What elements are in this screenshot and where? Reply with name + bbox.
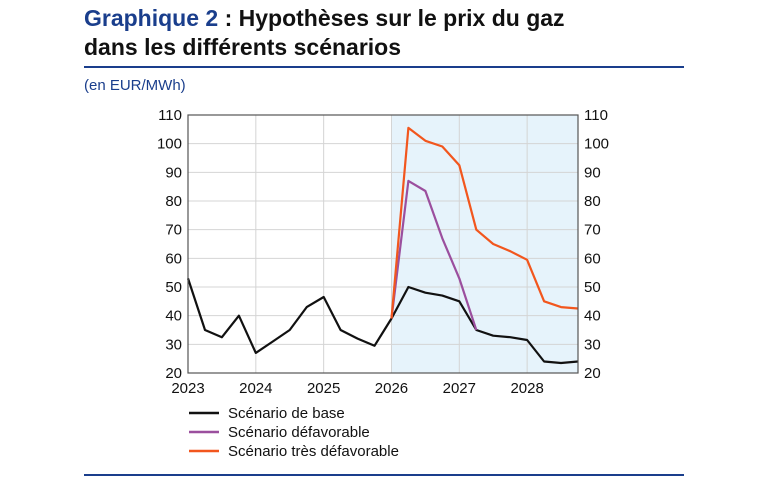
y-tick-right: 40 <box>584 308 601 325</box>
y-tick-left: 40 <box>165 308 182 325</box>
y-tick-right: 80 <box>584 193 601 210</box>
x-tick: 2025 <box>307 380 340 397</box>
x-tick: 2023 <box>171 380 204 397</box>
y-tick-right: 30 <box>584 336 601 353</box>
y-tick-right: 70 <box>584 222 601 239</box>
x-tick: 2028 <box>510 380 543 397</box>
plot-frame <box>187 114 579 374</box>
x-tick: 2027 <box>443 380 476 397</box>
x-tick: 2026 <box>375 380 408 397</box>
y-tick-left: 60 <box>165 250 182 267</box>
y-tick-right: 100 <box>584 136 609 153</box>
y-tick-left: 20 <box>165 365 182 382</box>
x-tick: 2024 <box>239 380 272 397</box>
series-line-0 <box>186 278 579 365</box>
series-line-2 <box>390 126 579 319</box>
unit-label: (en EUR/MWh) <box>84 77 186 94</box>
y-tick-left: 100 <box>157 136 182 153</box>
y-tick-left: 30 <box>165 336 182 353</box>
y-tick-left: 90 <box>165 164 182 181</box>
chart-title: Graphique 2 : Hypothèses sur le prix du … <box>84 4 565 62</box>
chart-number: Graphique 2 <box>84 5 219 31</box>
y-tick-right: 20 <box>584 365 601 382</box>
y-tick-right: 50 <box>584 279 601 296</box>
y-tick-left: 50 <box>165 279 182 296</box>
forecast-shading <box>391 115 578 373</box>
title-line2: dans les différents scénarios <box>84 34 402 60</box>
title-rule <box>84 66 684 68</box>
y-tick-right: 60 <box>584 250 601 267</box>
legend-label: Scénario de base <box>228 405 345 422</box>
series-line-1 <box>390 179 478 331</box>
y-tick-left: 80 <box>165 193 182 210</box>
y-tick-right: 90 <box>584 164 601 181</box>
y-tick-left: 70 <box>165 222 182 239</box>
legend-label: Scénario défavorable <box>228 424 370 441</box>
title-line1: : Hypothèses sur le prix du gaz <box>218 5 565 31</box>
y-tick-left: 110 <box>158 107 182 124</box>
legend-label: Scénario très défavorable <box>228 443 399 460</box>
bottom-rule <box>84 474 684 476</box>
y-tick-right: 110 <box>584 107 608 124</box>
